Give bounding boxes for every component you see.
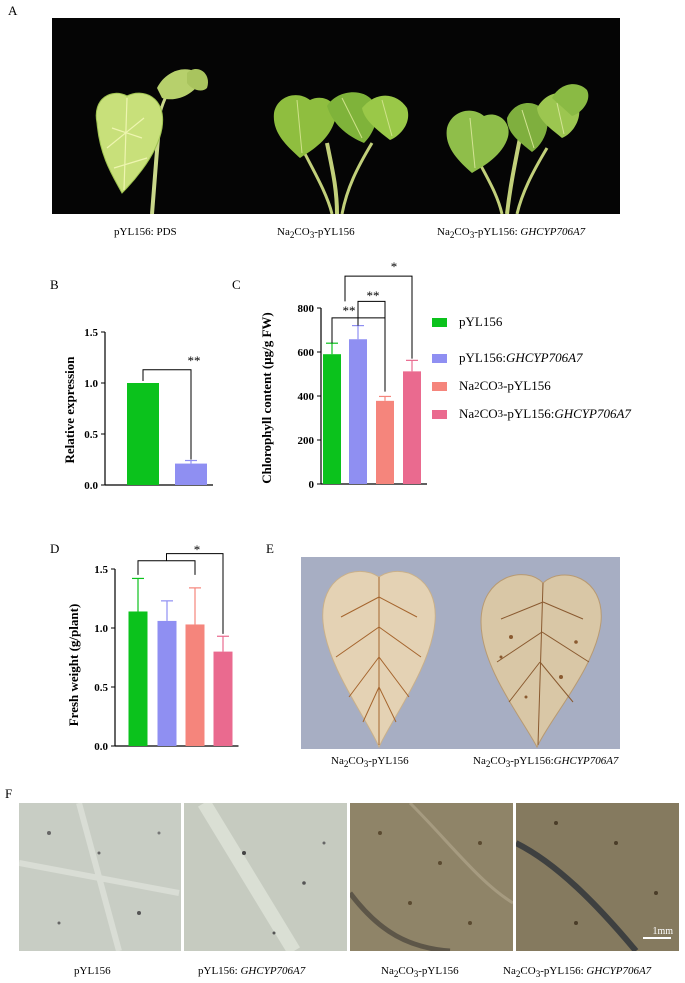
chart-c-plot: 0 200 400 600 800 — [298, 275, 427, 491]
micrograph-texture — [516, 821, 658, 951]
significance-c-3: * — [391, 259, 398, 274]
chart-c: Chlorophyll content (μg/g FW) 0 200 400 600… — [259, 259, 427, 491]
ylabel-b: Relative expression — [62, 356, 77, 464]
panel-a-letter: A — [8, 3, 18, 18]
caption-f-4: Na2CO3-pYL156: GHCYP706A7 — [503, 965, 652, 980]
significance-bracket — [137, 560, 196, 575]
y-tick-label: 800 — [298, 303, 315, 315]
plant-photo-panel-a — [52, 18, 620, 214]
leaf-photo-panel-e — [301, 557, 620, 749]
bar — [349, 339, 367, 484]
y-tick-label: 0 — [309, 479, 315, 491]
legend-swatch — [432, 353, 447, 363]
significance-bracket — [142, 369, 192, 460]
y-tick-label: 0.5 — [94, 682, 108, 694]
bar — [323, 354, 341, 484]
ylabel-c: Chlorophyll content (μg/g FW) — [259, 312, 274, 483]
stained-leaves-illustration — [322, 570, 602, 749]
y-tick-label: 200 — [298, 435, 315, 447]
y-tick-label: 600 — [298, 347, 315, 359]
y-tick-label: 1.0 — [94, 623, 108, 635]
significance-bracket — [166, 553, 224, 634]
bar — [128, 611, 148, 746]
y-tick-label: 1.5 — [94, 564, 108, 576]
micrograph-texture — [350, 803, 513, 951]
caption-a-2: Na2CO3-pYL156 — [277, 226, 355, 241]
chart-d-plot: 0.0 0.5 1.0 1.5 — [94, 553, 239, 753]
scale-bar — [643, 937, 671, 939]
legend-item-na2co3-pyl156-ghcyp: Na 2 CO 3 -pYL156: GHCYP706A7 — [432, 406, 631, 422]
y-tick-label: 0.0 — [84, 480, 98, 492]
legend-swatch — [432, 381, 447, 391]
legend-item-na2co3-pyl156: Na 2 CO 3 -pYL156 — [432, 378, 551, 394]
chart-b: Relative expression 0.0 0.5 1.0 1.5 ** — [62, 327, 213, 492]
leaf-control — [322, 570, 436, 749]
significance-b: ** — [188, 353, 201, 368]
micrograph-pyl156 — [19, 803, 181, 951]
caption-e-2: Na2CO3-pYL156:GHCYP706A7 — [473, 755, 619, 770]
micrograph-pyl156-ghcyp706a7 — [184, 803, 347, 951]
panel-d-letter: D — [50, 541, 60, 556]
caption-a-3: Na2CO3-pYL156: GHCYP706A7 — [437, 226, 586, 241]
plant-na2co3-control — [273, 92, 409, 214]
legend-swatch — [432, 409, 447, 419]
significance-c-2: ** — [367, 288, 380, 303]
legend-item-pyl156-ghcyp: pYL156: GHCYP706A7 — [432, 350, 583, 366]
chart-b-plot: 0.0 0.5 1.0 1.5 — [84, 327, 213, 492]
significance-c-1: ** — [343, 303, 356, 318]
caption-e-1: Na2CO3-pYL156 — [331, 755, 409, 770]
legend-item-pyl156: pYL156 — [432, 314, 502, 330]
micrograph-na2co3-pyl156 — [350, 803, 513, 951]
bar — [185, 624, 205, 746]
panel-c-letter: C — [232, 277, 241, 292]
significance-bracket — [344, 275, 413, 359]
bar — [175, 463, 207, 485]
y-tick-label: 0.0 — [94, 741, 108, 753]
micrograph-texture — [198, 803, 326, 951]
caption-a-1: pYL156: PDS — [114, 226, 177, 238]
significance-bracket — [357, 300, 386, 326]
bar — [157, 620, 177, 746]
y-tick-label: 400 — [298, 391, 315, 403]
scale-bar-label: 1mm — [652, 926, 673, 937]
micrograph-texture — [19, 803, 180, 951]
caption-f-2: pYL156: GHCYP706A7 — [198, 965, 306, 977]
panel-b-letter: B — [50, 277, 59, 292]
bar — [376, 400, 394, 484]
y-tick-label: 0.5 — [84, 429, 98, 441]
bar — [213, 651, 233, 746]
ylabel-d: Fresh weight (g/plant) — [66, 604, 81, 727]
bar — [403, 371, 421, 484]
plants-illustration — [95, 68, 589, 214]
y-tick-label: 1.0 — [84, 378, 98, 390]
bar — [127, 383, 159, 485]
y-tick-label: 1.5 — [84, 327, 98, 339]
panel-e-letter: E — [266, 541, 274, 556]
plant-pds — [95, 68, 208, 214]
micrograph-na2co3-pyl156-ghcyp706a7: 1mm — [516, 803, 679, 951]
leaf-ghcyp706a7 — [480, 574, 602, 749]
significance-d: * — [194, 542, 201, 557]
caption-f-3: Na2CO3-pYL156 — [381, 965, 459, 980]
legend-swatch — [432, 317, 447, 327]
panel-f-letter: F — [5, 786, 13, 801]
caption-f-1: pYL156 — [74, 965, 111, 977]
plant-na2co3-ghcyp706a7 — [446, 84, 589, 214]
chart-d: Fresh weight (g/plant) 0.0 0.5 1.0 1.5 * — [66, 542, 239, 753]
